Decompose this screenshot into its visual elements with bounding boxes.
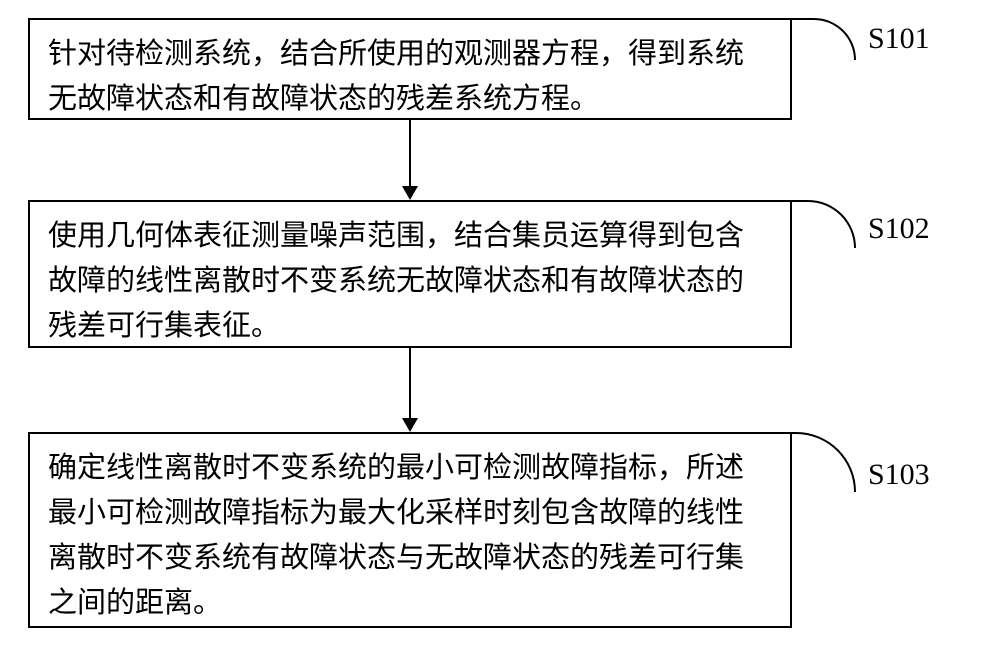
step-label-s101: S101 [868, 22, 930, 56]
label-connector-s102 [792, 200, 856, 248]
label-connector-s101 [792, 18, 856, 60]
arrow-line-2 [409, 348, 411, 418]
step-box-s103: 确定线性离散时不变系统的最小可检测故障指标，所述最小可检测故障指标为最大化采样时… [28, 432, 792, 628]
arrow-head-1 [402, 186, 418, 200]
arrow-line-1 [409, 120, 411, 186]
step-box-s102: 使用几何体表征测量噪声范围，结合集员运算得到包含故障的线性离散时不变系统无故障状… [28, 200, 792, 348]
step-text-s102: 使用几何体表征测量噪声范围，结合集员运算得到包含故障的线性离散时不变系统无故障状… [48, 214, 772, 349]
step-text-s103: 确定线性离散时不变系统的最小可检测故障指标，所述最小可检测故障指标为最大化采样时… [48, 446, 772, 626]
label-connector-s103 [792, 432, 856, 492]
step-label-s103: S103 [868, 458, 930, 492]
arrow-head-2 [402, 418, 418, 432]
step-box-s101: 针对待检测系统，结合所使用的观测器方程，得到系统无故障状态和有故障状态的残差系统… [28, 18, 792, 120]
step-text-s101: 针对待检测系统，结合所使用的观测器方程，得到系统无故障状态和有故障状态的残差系统… [48, 32, 772, 122]
step-label-s102: S102 [868, 212, 930, 246]
